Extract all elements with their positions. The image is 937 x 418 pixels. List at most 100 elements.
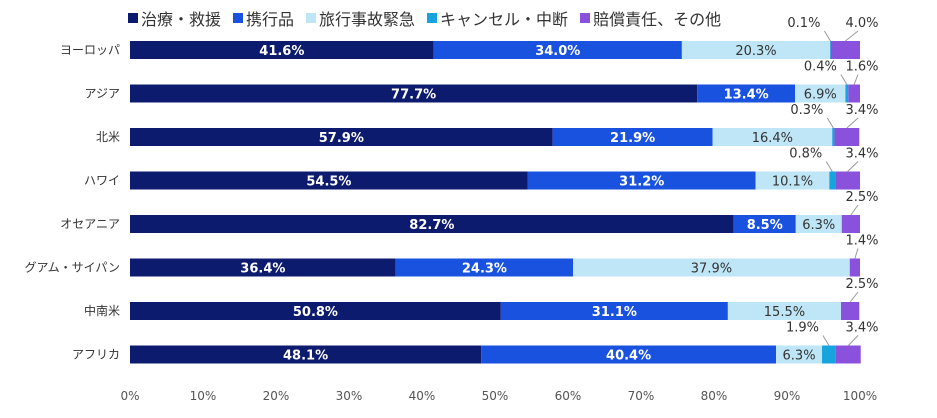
bar-segment-5 [841,215,860,233]
bar-segment-4 [830,41,831,59]
legend-label-belongings: 携行品 [246,10,295,29]
data-label-value: 0.3% [790,103,823,118]
data-label-value: 6.9% [804,88,837,103]
legend-item-belongings: 携行品 [233,6,294,30]
x-tick-label: 80% [701,389,728,403]
data-label-value: 13.4% [724,88,769,103]
data-label-value: 20.3% [735,44,776,59]
data-label-value: 2.5% [845,277,878,292]
x-tick-label: 50% [482,389,509,403]
bar-segment-1 [130,84,698,103]
data-label-value: 1.4% [845,234,878,249]
bar-segment-4 [829,171,836,190]
bar-segment-4 [832,128,835,146]
x-tick-label: 0% [120,389,139,403]
bar-segment-1 [130,128,553,146]
x-tick-label: 60% [555,389,582,403]
legend-label-liability: 賠償責任、その他 [593,10,722,29]
bar-segment-5 [835,345,861,364]
callout-line [854,248,859,259]
bar-segment-3 [795,84,846,103]
chart-legend: 治療・救援 携行品 旅行事故緊急 キャンセル・中断 賠償責任、その他 [128,6,733,30]
data-label-value: 31.1% [592,305,637,320]
callout-line [845,30,859,42]
legend-swatch-belongings [233,13,244,23]
data-label-value: 6.3% [783,349,816,364]
legend-item-emergency: 旅行事故緊急 [306,6,415,30]
data-label-value: 4.0% [845,16,878,31]
bar-segment-2 [481,345,777,364]
bar-segment-1 [130,41,434,59]
legend-label-emergency: 旅行事故緊急 [319,10,416,29]
bar-segment-5 [835,171,860,190]
data-label-value: 40.4% [606,349,651,364]
data-label-value: 8.5% [747,218,783,233]
bar-segment-2 [433,41,682,59]
bar-segment-1 [130,302,501,320]
data-label-value: 57.9% [319,131,364,146]
bar-segment-1 [130,345,482,364]
bar-segment-4 [845,84,849,103]
legend-item-cancellation: キャンセル・中断 [427,6,568,30]
legend-swatch-liability [580,13,591,23]
data-label-value: 16.4% [752,131,793,146]
bar-segment-5 [834,128,860,146]
x-tick-label: 100% [843,389,877,403]
callout-line [847,161,859,172]
category-label: 北米 [96,130,120,144]
data-label-value: 3.4% [845,321,878,336]
x-tick-label: 20% [263,389,290,403]
data-label-value: 36.4% [240,262,285,277]
bar-segment-2 [527,171,756,190]
category-label: アジア [84,87,120,101]
callout-line [825,161,833,172]
data-label-value: 0.1% [787,16,820,31]
data-label-value: 10.1% [772,175,813,190]
data-label-value: 3.4% [845,103,878,118]
data-label-value: 48.1% [283,349,328,364]
callout-line [849,291,859,303]
x-tick-label: 40% [409,389,436,403]
bar-segment-2 [733,215,796,233]
callout-line [846,117,859,129]
legend-item-treatment: 治療・救援 [128,6,221,30]
bar-segment-4 [822,345,836,364]
legend-swatch-emergency [306,13,317,23]
category-label: ハワイ [84,174,120,188]
bar-segment-1 [130,171,528,190]
bar-segment-1 [130,215,734,233]
bar-segment-5 [841,302,860,320]
bar-segment-2 [697,84,796,103]
bar-segment-3 [755,171,830,190]
category-label: オセアニア [60,217,120,231]
data-label-value: 6.3% [802,218,835,233]
x-tick-label: 10% [190,389,217,403]
x-tick-label: 30% [336,389,363,403]
x-tick-label: 70% [628,389,655,403]
data-label-value: 82.7% [409,218,454,233]
data-label-value: 24.3% [462,262,507,277]
data-label-value: 50.8% [293,305,338,320]
callout-line [840,74,848,85]
bar-segment-3 [776,345,823,364]
bar-segment-5 [848,84,860,103]
legend-label-treatment: 治療・救援 [141,10,222,29]
callout-line [826,117,834,129]
callout-line [824,30,831,42]
data-label-value: 21.9% [610,131,655,146]
data-label-value: 0.4% [804,60,837,75]
category-label: アフリカ [72,348,120,362]
bar-segment-2 [552,128,713,146]
data-label-value: 77.7% [391,88,436,103]
bar-segment-3 [573,258,850,277]
data-label-value: 3.4% [845,147,878,162]
data-label-value: 34.0% [535,44,580,59]
callout-line [850,204,859,216]
bar-segment-3 [795,215,842,233]
bar-segment-2 [500,302,728,320]
bar-segment-3 [681,41,831,59]
callout-line [822,335,830,346]
data-label-value: 41.6% [259,44,304,59]
data-label-value: 2.5% [845,190,878,205]
